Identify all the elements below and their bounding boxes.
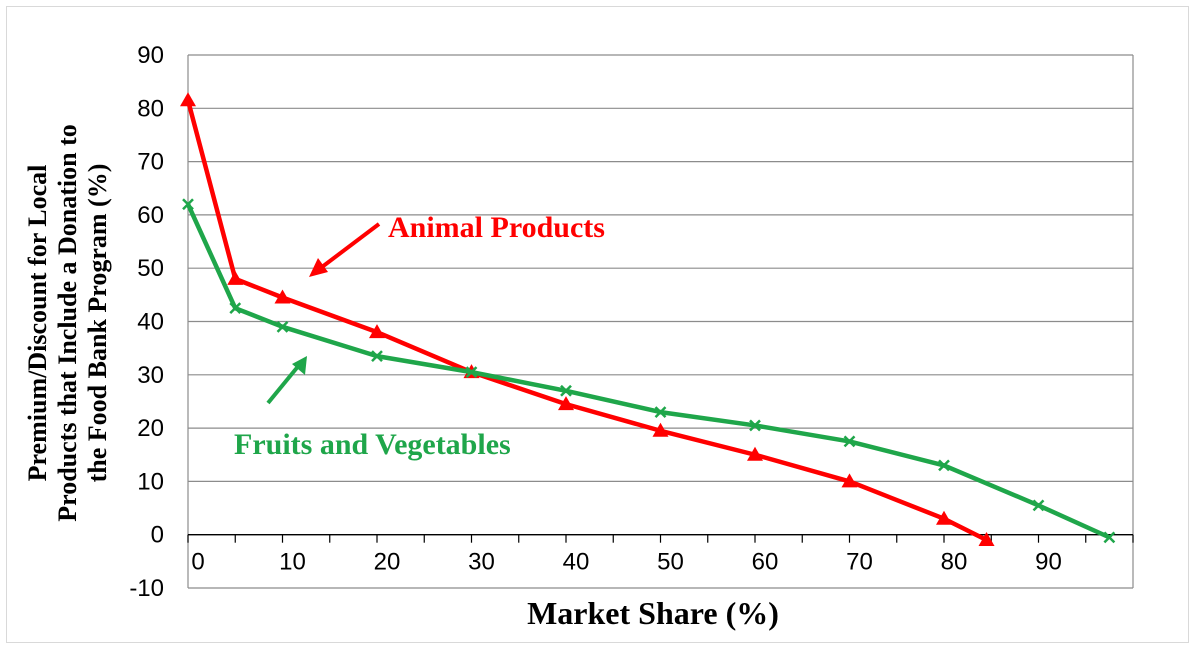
gridlines [187, 54, 1134, 589]
animal-products-arrowhead [309, 258, 328, 277]
x-tick-label: 70 [846, 549, 873, 576]
x-tick-label: 0 [191, 549, 204, 576]
y-axis-title: Premium/Discount for Local Products that… [23, 124, 112, 522]
y-tick-label: -10 [129, 575, 164, 602]
data-point-fruits-and-vegetables [1032, 499, 1045, 512]
fruits-and-vegetables-arrow [266, 362, 302, 405]
x-tick-label: 80 [941, 549, 968, 576]
x-axis-ticks: 0 10 20 30 40 50 60 70 80 90 [191, 549, 1062, 576]
data-point-animal-products [652, 422, 669, 437]
series-line-animal-products [185, 99, 988, 543]
x-tick-label: 20 [374, 549, 401, 576]
x-tick-label: 10 [279, 549, 306, 576]
y-tick-label: 90 [137, 42, 164, 69]
series-label-animal-products: Animal Products [388, 211, 605, 244]
y-axis-title-line-3: the Food Bank Program (%) [83, 164, 112, 483]
data-point-fruits-and-vegetables [276, 320, 289, 333]
data-point-animal-products [369, 324, 385, 339]
y-tick-label: 40 [137, 309, 164, 336]
y-tick-label: 0 [151, 522, 164, 549]
data-point-fruits-and-vegetables [938, 459, 950, 472]
animal-products-arrow [316, 222, 381, 272]
y-tick-label: 70 [137, 149, 164, 176]
y-tick-label: 10 [137, 468, 164, 495]
x-tick-label: 50 [657, 549, 684, 576]
data-point-animal-products [936, 510, 952, 525]
data-point-animal-products [227, 270, 244, 285]
data-point-animal-products [978, 532, 995, 547]
data-point-animal-products [747, 446, 763, 461]
data-point-fruits-and-vegetables [465, 366, 478, 379]
y-tick-label: 50 [137, 255, 164, 282]
y-tick-label: 20 [137, 415, 164, 442]
data-point-animal-products [841, 473, 858, 488]
y-axis-title-line-2: Products that Include a Donation to [53, 124, 82, 522]
series-label-fruits-and-vegetables: Fruits and Vegetables [234, 428, 511, 461]
series-layer [180, 92, 1116, 547]
x-tick-label: 90 [1035, 549, 1062, 576]
y-axis-ticks: -10 0 10 20 30 40 50 60 70 80 90 [129, 42, 164, 602]
x-tick-label: 40 [563, 549, 590, 576]
x-tick-label: 60 [752, 549, 779, 576]
x-tick-label: 30 [468, 549, 495, 576]
data-point-fruits-and-vegetables [182, 198, 194, 211]
data-point-animal-products [558, 396, 574, 411]
data-point-fruits-and-vegetables [654, 406, 667, 418]
fruits-and-vegetables-arrowhead [292, 356, 307, 375]
y-axis-title-line-1: Premium/Discount for Local [23, 165, 52, 482]
data-point-fruits-and-vegetables [1103, 531, 1116, 544]
data-point-animal-products [274, 289, 291, 304]
y-tick-label: 30 [137, 362, 164, 389]
data-point-fruits-and-vegetables [843, 435, 856, 448]
data-point-fruits-and-vegetables [229, 302, 242, 315]
y-tick-label: 80 [137, 95, 164, 122]
series-line-fruits-and-vegetables [185, 203, 1111, 540]
data-point-fruits-and-vegetables [560, 384, 572, 397]
data-point-fruits-and-vegetables [371, 350, 383, 363]
x-axis-title: Market Share (%) [527, 595, 779, 631]
data-point-animal-products [180, 92, 196, 107]
data-point-fruits-and-vegetables [749, 419, 761, 432]
y-tick-label: 60 [137, 202, 164, 229]
